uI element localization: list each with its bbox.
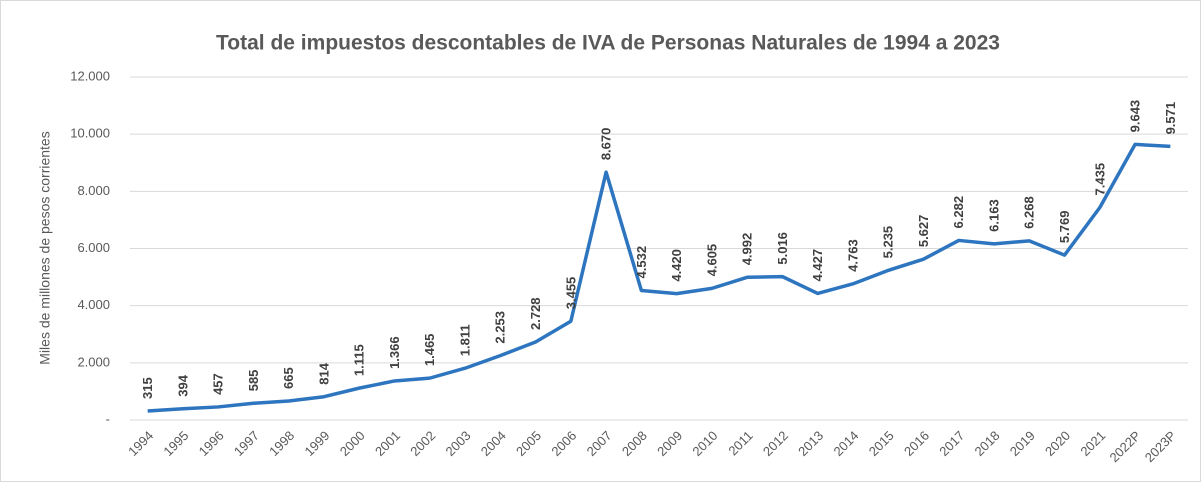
data-label: 4.532: [634, 246, 649, 279]
data-label: 4.992: [740, 233, 755, 266]
data-label: 4.427: [810, 249, 825, 282]
data-label: 585: [246, 370, 261, 392]
line: [147, 142, 1171, 413]
data-label: 6.282: [951, 196, 966, 229]
y-axis-label: Miles de millones de pesos corrientes: [37, 131, 53, 364]
data-label: 2.253: [493, 311, 508, 344]
data-label: 3.455: [563, 277, 578, 310]
data-label: 394: [175, 374, 190, 396]
chart-title: Total de impuestos descontables de IVA d…: [216, 32, 1000, 55]
data-label: 5.016: [775, 232, 790, 265]
data-label: 315: [140, 377, 155, 399]
data-label: 9.643: [1128, 100, 1143, 133]
data-label: 4.605: [704, 244, 719, 277]
data-label: 4.420: [669, 249, 684, 282]
y-tick-label: 8.000: [77, 183, 110, 198]
y-tick-label: 4.000: [77, 297, 110, 312]
data-label: 5.627: [916, 215, 931, 248]
y-tick-label: -: [106, 411, 110, 426]
data-label: 8.670: [599, 128, 614, 161]
data-label: 665: [281, 367, 296, 389]
data-label: 5.769: [1057, 211, 1072, 244]
data-label: 1.811: [457, 324, 472, 356]
data-label: 4.763: [845, 239, 860, 272]
data-label: 1.465: [422, 334, 437, 367]
data-label: 457: [211, 373, 226, 395]
y-tick-label: 6.000: [77, 240, 110, 255]
data-label: 7.435: [1092, 163, 1107, 196]
y-tick-label: 10.000: [70, 126, 110, 141]
data-label: 9.571: [1163, 102, 1178, 135]
data-label: 6.268: [1022, 196, 1037, 229]
data-label: 2.728: [528, 297, 543, 330]
data-label: 814: [316, 362, 331, 384]
data-label: 6.163: [986, 199, 1001, 232]
y-tick-label: 2.000: [77, 354, 110, 369]
data-label: 5.235: [881, 226, 896, 259]
data-label: 1.115: [352, 344, 367, 376]
data-label: 1.366: [387, 336, 402, 369]
y-tick-label: 12.000: [70, 68, 110, 83]
